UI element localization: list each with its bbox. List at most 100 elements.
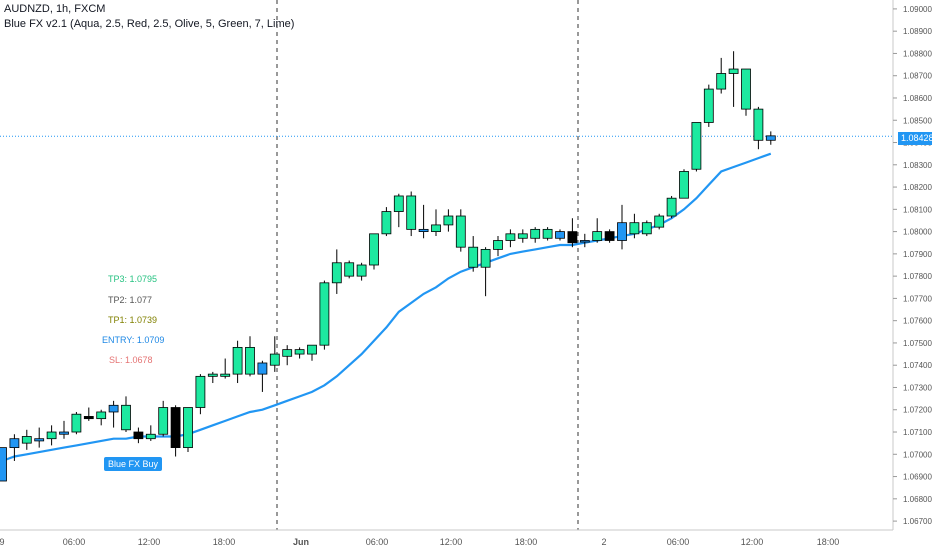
x-tick-label: 06:00 [667,537,690,547]
candle-body [406,195,417,230]
y-tick-label: 1.08600 [903,94,932,103]
y-tick-label: 1.07200 [903,406,932,415]
axes [0,0,894,531]
candle-55 [679,169,689,199]
x-tick-label: 12:00 [741,537,764,547]
candle-body [765,135,776,141]
candle-51 [629,213,640,239]
candle-body [443,215,454,226]
candle-39 [480,247,491,297]
candle-body [133,431,144,440]
candle-27 [331,249,342,294]
candle-11 [133,427,144,444]
y-tick-label: 1.08000 [903,228,932,237]
candle-body [567,231,578,244]
y-tick-label: 1.07900 [903,250,932,259]
candle-62 [765,131,776,145]
candle-body [269,353,280,366]
candle-body [728,68,739,74]
candle-body [716,73,727,90]
x-tick-label: 2 [601,537,606,547]
candle-body [517,233,528,239]
y-tick-label: 1.06700 [903,517,932,526]
candle-body [9,438,20,449]
candle-19 [232,340,243,384]
x-tick-label: 18:00 [515,537,538,547]
candle-59 [728,51,739,107]
level-tp2: TP2: 1.077 [108,295,153,305]
candle-body [468,246,479,268]
candle-15 [183,407,193,453]
candle-body [555,231,565,239]
candle-33 [406,191,417,237]
candle-7 [83,407,94,421]
candle-body [344,262,355,277]
candle-3 [34,427,45,448]
candle-body [71,413,82,433]
x-tick-label: 06:00 [63,537,86,547]
candle-56 [691,122,702,172]
y-tick-label: 1.07000 [903,450,932,459]
candle-body [245,346,255,375]
candle-body [381,211,392,235]
x-tick-label: 18:00 [213,537,236,547]
candle-body [542,228,553,239]
candle-body [641,222,652,235]
candle-body [604,231,615,241]
y-tick-label: 1.07700 [903,294,932,303]
candle-60 [741,68,751,116]
candles [0,51,776,482]
chart-legend: AUDNZD, 1h, FXCM Blue FX v2.1 (Aqua, 2.5… [4,2,294,32]
buy-signal-label: Blue FX Buy [104,457,163,471]
y-axis-ticks: 1.09000 1.08900 1.08800 1.08700 1.08600 1.085… [893,5,932,526]
candle-body [183,407,193,449]
candle-body [530,228,541,239]
candle-14 [170,405,181,457]
level-entry: ENTRY: 1.0709 [102,335,165,345]
candle-37 [455,209,466,252]
candle-body [46,431,57,440]
x-tick-label: 12:00 [440,537,463,547]
candle-30 [369,233,379,270]
candle-31 [381,207,392,237]
candle-35 [431,209,441,237]
candle-45 [555,229,565,241]
candle-body [431,224,441,232]
candle-body [455,215,466,248]
candle-body [220,373,231,377]
candle-0 [0,447,7,482]
candle-body [356,264,367,277]
candle-body [691,122,702,170]
candle-44 [542,227,553,241]
candle-58 [716,57,727,94]
candle-body [0,447,7,482]
candle-26 [319,280,330,350]
candle-body [703,88,714,123]
candle-body [121,404,131,431]
candle-42 [517,229,528,243]
indicator-title[interactable]: Blue FX v2.1 (Aqua, 2.5, Red, 2.5, Olive… [4,18,295,30]
y-tick-label: 1.09000 [903,5,932,14]
candle-16 [195,374,206,415]
candle-13 [158,400,169,437]
candle-body [369,233,379,266]
y-tick-label: 1.06900 [903,473,932,482]
y-tick-label: 1.08700 [903,72,932,81]
candle-body [654,215,665,228]
candle-body [493,240,503,250]
candle-4 [46,425,57,446]
candle-57 [703,84,714,127]
x-tick-label: 06:00 [366,537,389,547]
candle-40 [493,236,503,257]
candle-28 [344,260,355,279]
level-sl: SL: 1.0678 [109,355,153,365]
candle-body [108,404,119,413]
candle-body [592,231,603,241]
candle-10 [121,396,131,433]
symbol-title[interactable]: AUDNZD, 1h, FXCM [4,3,106,15]
candle-2 [21,429,32,450]
y-tick-label: 1.08100 [903,205,932,214]
candle-body [294,349,305,355]
level-tp1: TP1: 1.0739 [108,315,158,325]
